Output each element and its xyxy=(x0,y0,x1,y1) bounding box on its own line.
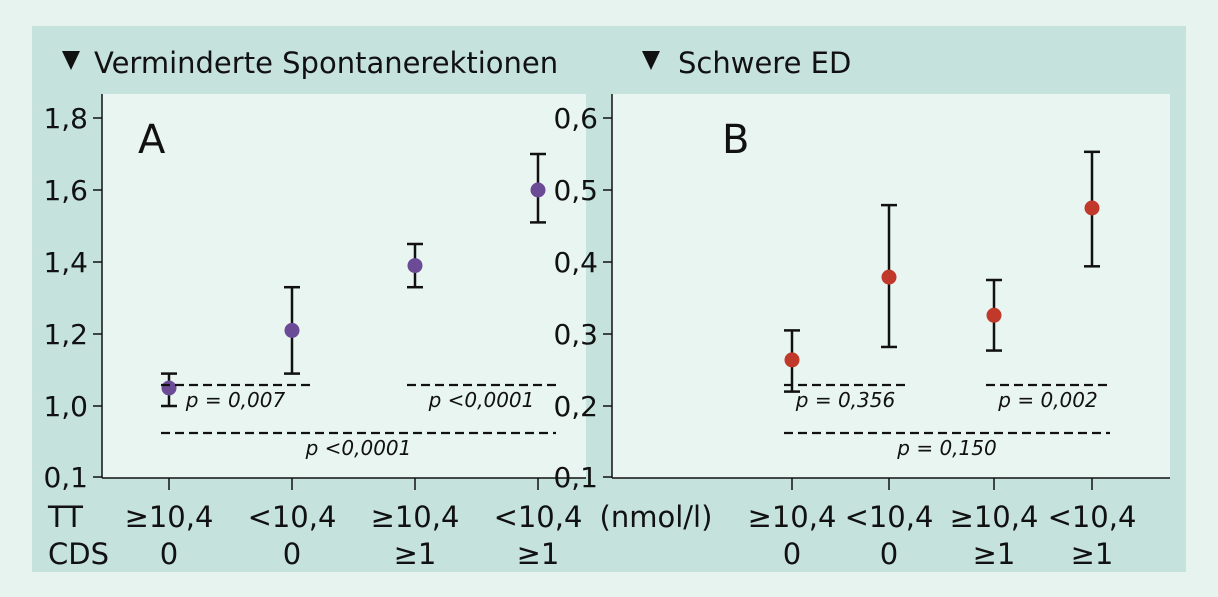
x-tick-label-tt: <10,4 xyxy=(1048,500,1137,534)
bottom-band xyxy=(32,478,1186,572)
p-value-label: p = 0,150 xyxy=(896,436,996,460)
panel-b: 0,10,20,30,40,50,6≥10,40<10,40≥10,4≥1<10… xyxy=(553,94,1170,571)
y-tick-label: 0,4 xyxy=(553,246,598,279)
y-tick-label: 1,0 xyxy=(43,390,88,423)
panel-b-letter: B xyxy=(722,117,749,163)
x-tick-label-cds: 0 xyxy=(160,537,178,571)
triangle-down-icon xyxy=(62,51,80,70)
triangle-down-icon xyxy=(642,51,660,70)
header-band xyxy=(32,26,1186,94)
p-value-label: p = 0,356 xyxy=(795,388,895,412)
data-point xyxy=(881,269,897,285)
x-tick-label-tt: ≥10,4 xyxy=(371,500,460,534)
y-tick-label: 0,1 xyxy=(553,461,598,494)
plot-area-a xyxy=(102,94,586,478)
row-label-cds: CDS xyxy=(48,537,109,571)
panel-a: 0,11,01,21,41,61,8≥10,40<10,40≥10,4≥1<10… xyxy=(43,94,586,571)
p-value-label: p <0,0001 xyxy=(428,388,535,412)
y-tick-label: 0,5 xyxy=(553,174,598,207)
x-tick-label-cds: 0 xyxy=(783,537,801,571)
x-tick-label-tt: <10,4 xyxy=(494,500,583,534)
panel-b-title-text: Schwere ED xyxy=(678,46,851,80)
data-point xyxy=(986,307,1002,323)
x-tick-label-tt: <10,4 xyxy=(845,500,934,534)
y-tick-label: 0,1 xyxy=(43,461,88,494)
middle-band xyxy=(586,94,612,478)
x-tick-label-tt: ≥10,4 xyxy=(748,500,837,534)
y-tick-label: 1,6 xyxy=(43,174,88,207)
x-tick-label-cds: ≥1 xyxy=(973,537,1016,571)
right-band xyxy=(1170,94,1186,478)
plot-area-b xyxy=(612,94,1170,478)
y-tick-label: 1,4 xyxy=(43,246,88,279)
panel-a-title: Verminderte Spontanerektionen xyxy=(62,46,558,80)
data-point xyxy=(784,352,800,368)
panel-b-title: Schwere ED xyxy=(642,46,851,80)
x-tick-label-tt: ≥10,4 xyxy=(125,500,214,534)
p-value-label: p = 0,007 xyxy=(185,388,286,412)
p-value-label: p <0,0001 xyxy=(305,436,412,460)
data-point xyxy=(284,322,300,338)
y-tick-label: 0,6 xyxy=(553,102,598,135)
x-tick-label-tt: ≥10,4 xyxy=(950,500,1039,534)
y-tick-label: 0,2 xyxy=(553,390,598,423)
x-tick-label-cds: 0 xyxy=(283,537,301,571)
p-value-label: p = 0,002 xyxy=(997,388,1097,412)
data-point xyxy=(407,258,423,274)
x-tick-label-cds: ≥1 xyxy=(394,537,437,571)
data-point xyxy=(530,182,546,198)
y-tick-label: 1,2 xyxy=(43,318,88,351)
unit-label: (nmol/l) xyxy=(600,500,713,534)
y-tick-label: 1,8 xyxy=(43,102,88,135)
x-tick-label-tt: <10,4 xyxy=(248,500,337,534)
row-label-tt: TT xyxy=(47,500,83,534)
data-point xyxy=(1084,200,1100,216)
x-tick-label-cds: ≥1 xyxy=(517,537,560,571)
panel-a-letter: A xyxy=(138,117,166,163)
x-tick-label-cds: 0 xyxy=(880,537,898,571)
y-tick-label: 0,3 xyxy=(553,318,598,351)
panel-a-title-text: Verminderte Spontanerektionen xyxy=(94,46,558,80)
data-point xyxy=(161,380,177,396)
x-tick-label-cds: ≥1 xyxy=(1071,537,1114,571)
